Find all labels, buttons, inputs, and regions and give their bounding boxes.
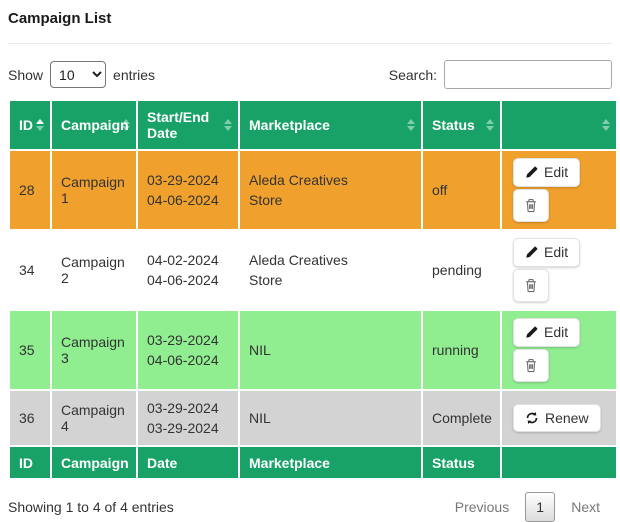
cell-campaign: Campaign 4: [61, 402, 125, 434]
table-header: ID Campaign Start/End Date Marketplace S…: [10, 101, 616, 149]
column-header-start-end-date[interactable]: Start/End Date: [138, 101, 238, 149]
cell-id: 28: [19, 182, 35, 198]
table-footer: ID Campaign Date Marketplace Status: [10, 447, 616, 478]
cell-campaign: Campaign 1: [61, 174, 125, 206]
pencil-icon: [525, 166, 538, 179]
search-label: Search:: [388, 66, 437, 83]
sort-arrows-icon: [486, 119, 494, 131]
column-header-marketplace[interactable]: Marketplace: [240, 101, 421, 149]
pencil-icon: [525, 326, 538, 339]
table-row: 35 Campaign 3 03-29-2024 04-06-2024 NIL …: [10, 311, 616, 389]
edit-button-label: Edit: [544, 324, 569, 341]
footer-cell-marketplace: Marketplace: [240, 447, 421, 478]
footer-cell-actions: [502, 447, 616, 478]
edit-button-label: Edit: [544, 244, 569, 261]
delete-button[interactable]: [513, 268, 549, 302]
column-header-label: Marketplace: [249, 117, 330, 133]
table-body: 28 Campaign 1 03-29-2024 04-06-2024 Aled…: [10, 151, 616, 445]
cell-campaign: Campaign 3: [61, 334, 125, 366]
title-divider: [8, 43, 612, 44]
campaign-list-page: Campaign List Show 10 entries Search: ID: [8, 10, 618, 522]
delete-button[interactable]: [513, 348, 549, 382]
footer-cell-id: ID: [10, 447, 50, 478]
sort-arrows-icon: [122, 119, 130, 131]
cell-id: 36: [19, 410, 35, 426]
cell-actions: Edit: [502, 311, 616, 389]
trash-icon: [524, 198, 538, 213]
column-header-campaign[interactable]: Campaign: [52, 101, 136, 149]
cell-dates: 04-02-2024 04-06-2024: [147, 251, 219, 288]
footer-row: ID Campaign Date Marketplace Status: [10, 447, 616, 478]
cell-campaign: Campaign 2: [61, 254, 125, 286]
refresh-icon: [525, 411, 539, 425]
cell-status: Complete: [432, 410, 492, 426]
edit-button[interactable]: Edit: [513, 158, 581, 187]
entries-info: Showing 1 to 4 of 4 entries: [8, 499, 174, 515]
cell-status: pending: [432, 262, 482, 278]
table-row: 36 Campaign 4 03-29-2024 03-29-2024 NIL …: [10, 391, 616, 445]
table-row: 28 Campaign 1 03-29-2024 04-06-2024 Aled…: [10, 151, 616, 229]
cell-dates: 03-29-2024 04-06-2024: [147, 331, 219, 368]
table-info-bar: Showing 1 to 4 of 4 entries Previous 1 N…: [8, 492, 612, 522]
page-number-button[interactable]: 1: [525, 492, 556, 522]
sort-arrows-icon: [407, 119, 415, 131]
cell-status: running: [432, 342, 479, 358]
edit-button[interactable]: Edit: [513, 238, 581, 267]
cell-marketplace: Aleda Creatives Store: [249, 251, 348, 288]
entries-per-page-select[interactable]: 10: [50, 61, 107, 88]
trash-icon: [524, 358, 538, 373]
header-row: ID Campaign Start/End Date Marketplace S…: [10, 101, 616, 149]
pagination: Previous 1 Next: [443, 492, 612, 522]
cell-actions: Renew: [502, 391, 616, 445]
cell-actions: Edit: [502, 151, 616, 229]
footer-cell-campaign: Campaign: [52, 447, 136, 478]
show-label: Show: [8, 66, 44, 83]
search-input[interactable]: [444, 60, 612, 89]
entries-label: entries: [113, 66, 156, 83]
cell-marketplace: NIL: [249, 341, 271, 358]
cell-actions: Edit: [502, 231, 616, 309]
column-header-label: Start/End Date: [147, 109, 210, 141]
campaign-table: ID Campaign Start/End Date Marketplace S…: [8, 99, 618, 480]
table-controls: Show 10 entries Search:: [8, 60, 612, 89]
cell-id: 35: [19, 342, 35, 358]
cell-marketplace: NIL: [249, 409, 271, 426]
cell-marketplace: Aleda Creatives Store: [249, 171, 348, 208]
renew-button[interactable]: Renew: [513, 403, 601, 433]
footer-cell-status: Status: [423, 447, 500, 478]
cell-dates: 03-29-2024 04-06-2024: [147, 171, 219, 208]
sort-arrows-icon: [602, 119, 610, 131]
sort-arrows-icon: [36, 119, 44, 131]
edit-button-label: Edit: [544, 164, 569, 181]
delete-button[interactable]: [513, 188, 549, 222]
column-header-label: Campaign: [61, 117, 129, 133]
cell-dates: 03-29-2024 03-29-2024: [147, 399, 219, 436]
footer-cell-date: Date: [138, 447, 238, 478]
column-header-id[interactable]: ID: [10, 101, 50, 149]
column-header-actions[interactable]: [502, 101, 616, 149]
page-length-control: Show 10 entries: [8, 61, 155, 88]
previous-page-button[interactable]: Previous: [443, 493, 521, 521]
next-page-button[interactable]: Next: [559, 493, 612, 521]
edit-button[interactable]: Edit: [513, 318, 581, 347]
sort-arrows-icon: [224, 119, 232, 131]
trash-icon: [524, 278, 538, 293]
cell-id: 34: [19, 262, 35, 278]
column-header-label: Status: [432, 117, 475, 133]
search-control: Search:: [389, 60, 612, 89]
renew-button-label: Renew: [545, 409, 589, 426]
column-header-label: ID: [19, 117, 33, 133]
column-header-status[interactable]: Status: [423, 101, 500, 149]
page-title: Campaign List: [8, 10, 112, 27]
table-row: 34 Campaign 2 04-02-2024 04-06-2024 Aled…: [10, 231, 616, 309]
pencil-icon: [525, 246, 538, 259]
cell-status: off: [432, 182, 448, 198]
